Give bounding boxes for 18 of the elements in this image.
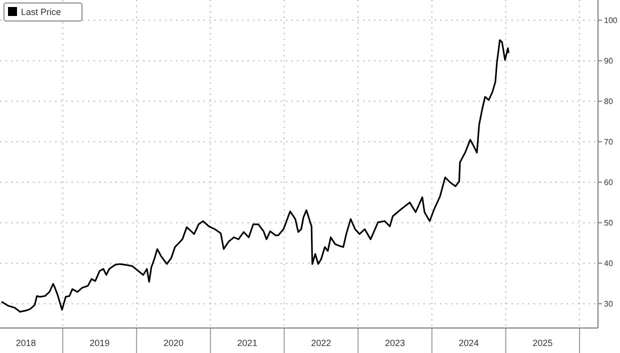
x-tick-label: 2024 <box>458 338 479 348</box>
legend-label: Last Price <box>21 7 62 17</box>
line-series <box>0 39 510 313</box>
x-tick-label: 2022 <box>311 338 332 348</box>
y-tick-label: 30 <box>604 300 614 309</box>
x-tick-label: 2021 <box>237 338 258 348</box>
x-tick-label: 2019 <box>90 338 110 348</box>
y-tick-label: 80 <box>604 97 614 106</box>
y-tick-label: 100 <box>604 16 618 26</box>
y-tick-label: 60 <box>604 178 614 188</box>
y-tick-label: 50 <box>604 218 614 228</box>
x-tick-label: 2025 <box>532 338 553 348</box>
y-tick-label: 90 <box>604 56 614 66</box>
x-tick-label: 2020 <box>163 338 184 348</box>
y-tick-label: 70 <box>604 138 614 147</box>
x-tick-label: 2023 <box>384 338 405 348</box>
y-tick-label: 40 <box>604 259 614 268</box>
x-tick-label: 2018 <box>16 338 36 348</box>
